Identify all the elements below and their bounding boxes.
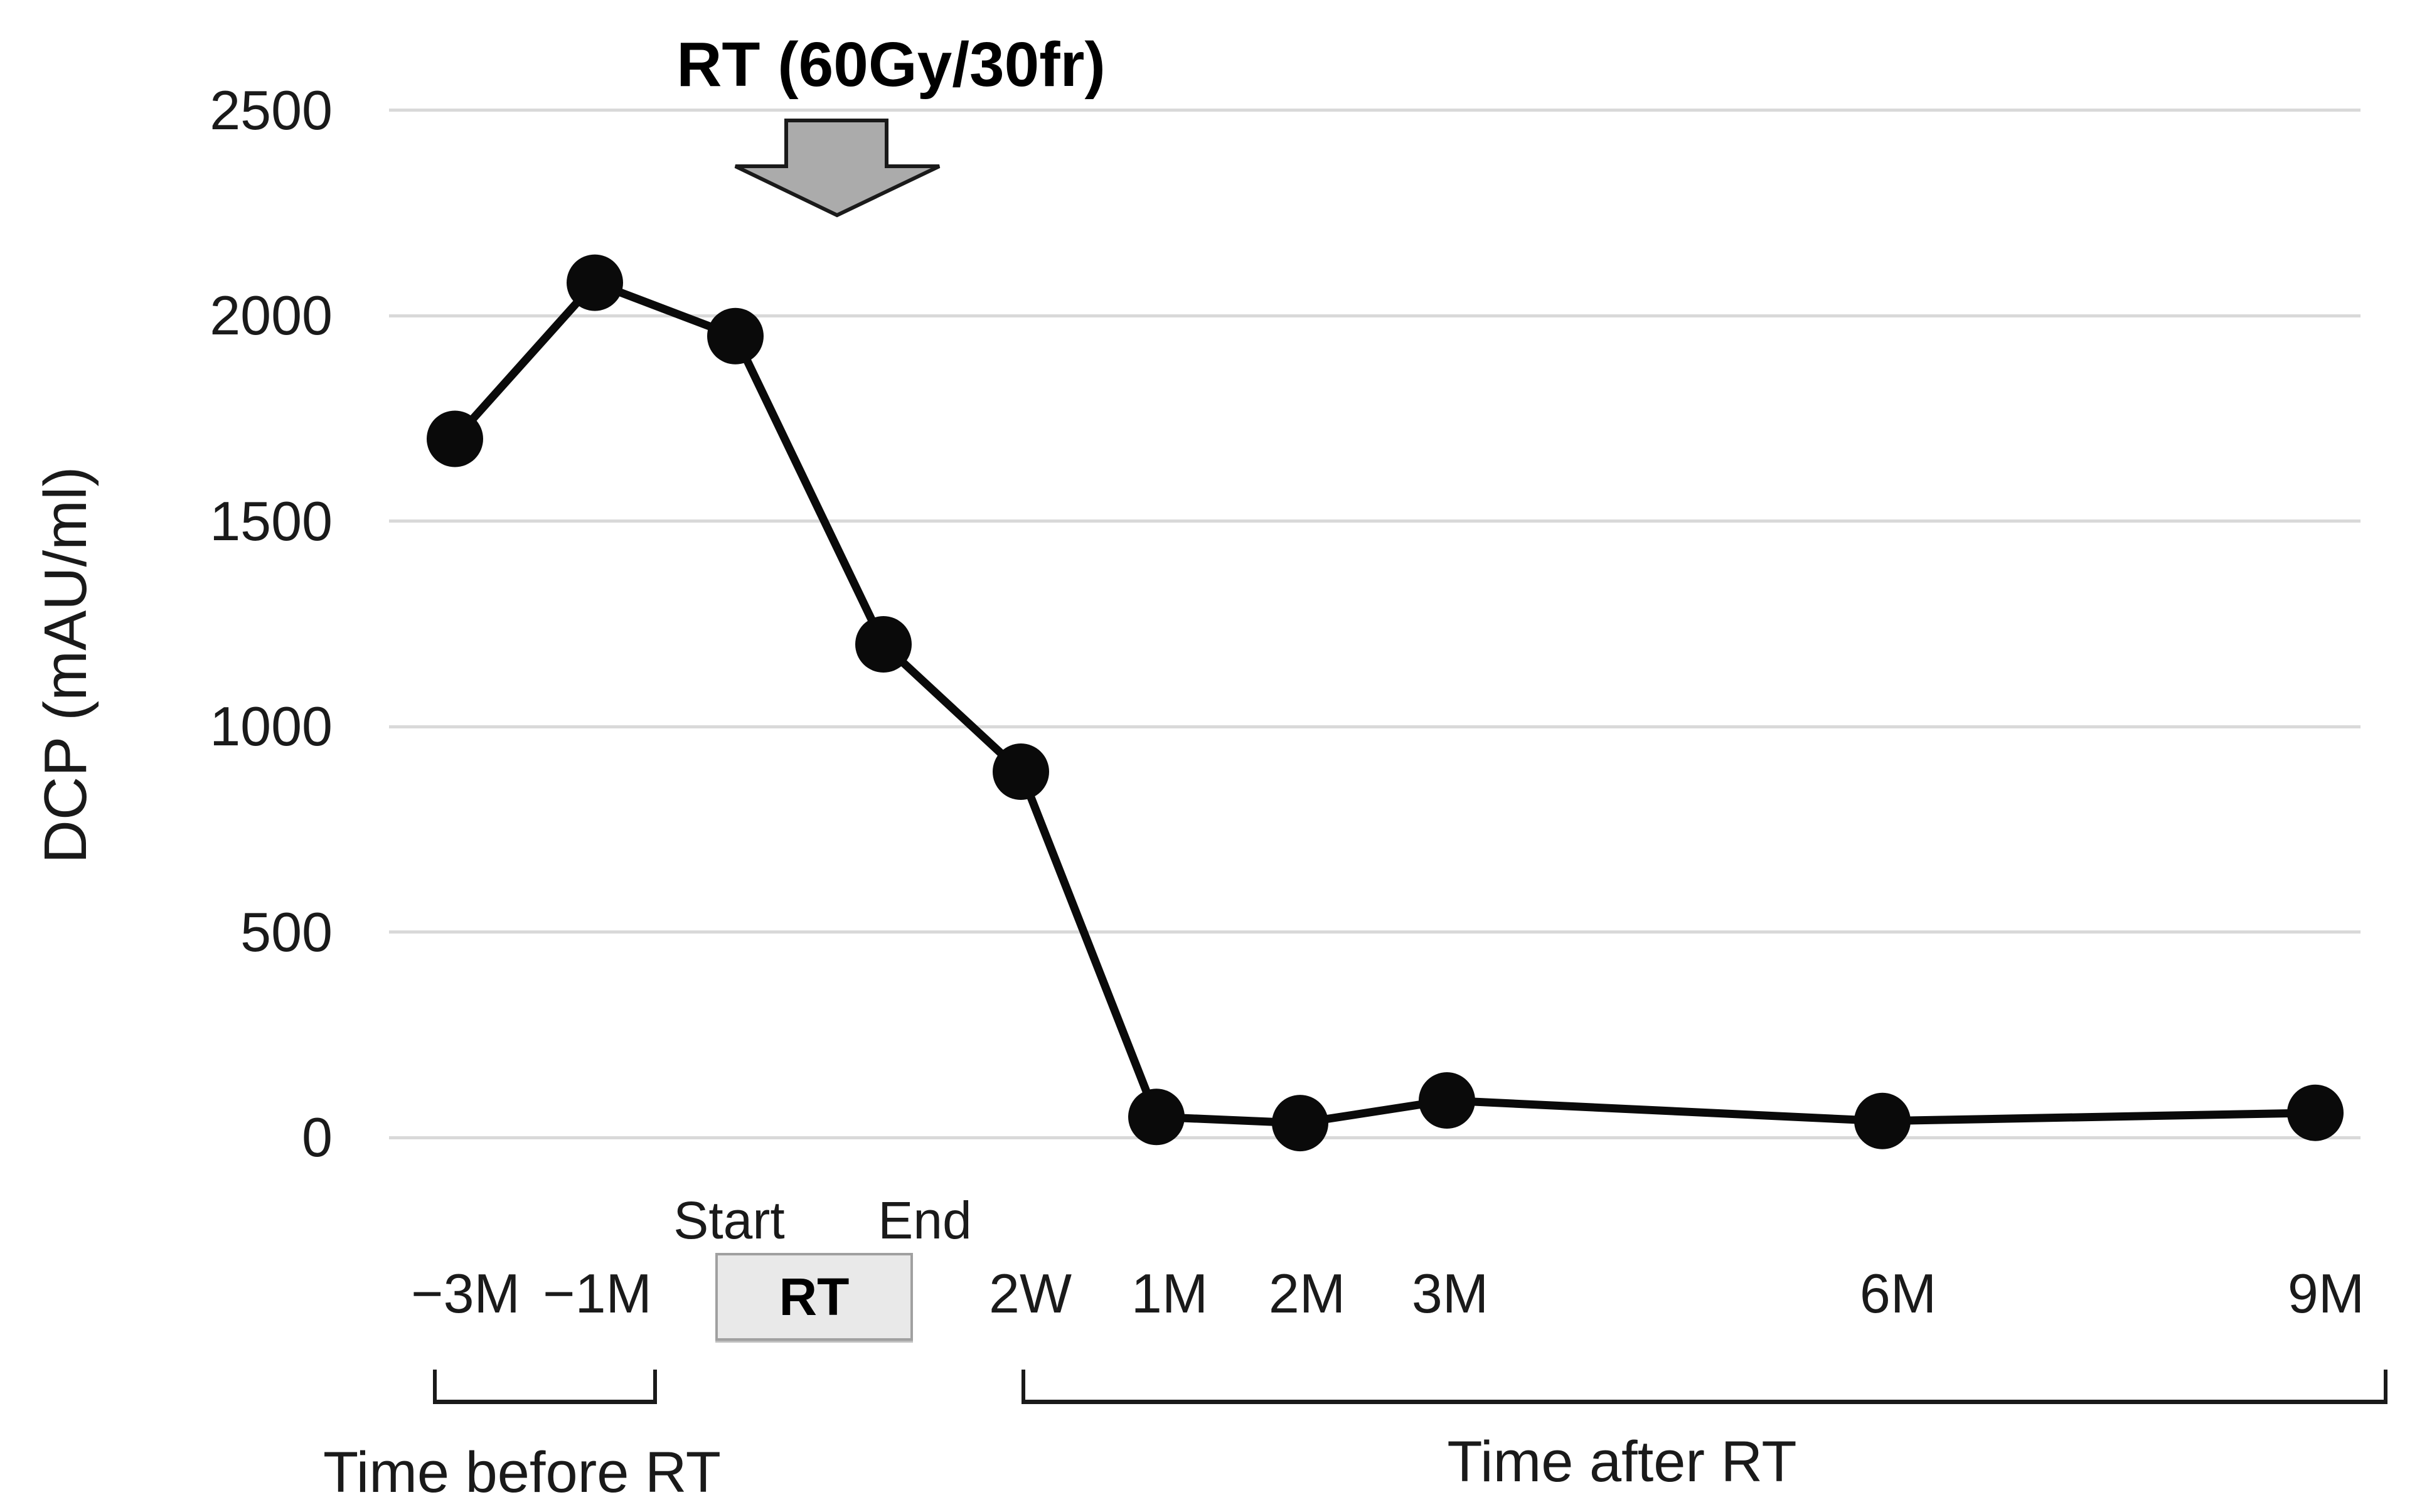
data-point-2W — [993, 743, 1049, 801]
data-point-6M — [1854, 1092, 1911, 1149]
x-tick-label-−1M: −1M — [543, 1262, 652, 1324]
time-after-label: Time after RT — [1447, 1430, 1797, 1494]
chart-title: RT (60Gy/30fr) — [676, 29, 1106, 100]
gridline-1500 — [389, 519, 2361, 523]
x-tick-label-1M: 1M — [1131, 1262, 1208, 1324]
data-point-9M — [2287, 1084, 2344, 1141]
y-tick-label-2500: 2500 — [210, 78, 333, 141]
rt-box-label: RT — [779, 1267, 850, 1326]
gridline-2000 — [389, 314, 2361, 317]
y-tick-label-1500: 1500 — [210, 489, 333, 552]
time-after-bracket — [1022, 1370, 2387, 1404]
x-tick-label-9M: 9M — [2287, 1262, 2365, 1324]
data-point-2M — [1272, 1095, 1328, 1152]
y-tick-label-2000: 2000 — [210, 284, 333, 346]
data-point-−3M — [427, 410, 483, 467]
gridline-0 — [389, 1136, 2361, 1139]
x-tick-label-2W: 2W — [989, 1262, 1072, 1324]
data-point-3M — [1419, 1072, 1475, 1129]
x-tick-label-2M: 2M — [1268, 1262, 1346, 1324]
gridline-500 — [389, 930, 2361, 934]
gridline-2500 — [389, 109, 2361, 112]
time-before-label: Time before RT — [323, 1440, 721, 1504]
y-tick-label-0: 0 — [302, 1106, 333, 1168]
data-point-−1M — [567, 254, 623, 311]
x-tick-label-6M: 6M — [1859, 1262, 1937, 1324]
data-point-RT start — [707, 307, 764, 365]
rt-start-label: Start — [673, 1191, 785, 1250]
x-tick-label-3M: 3M — [1411, 1262, 1489, 1324]
series-line — [452, 277, 2316, 1127]
time-before-bracket — [433, 1370, 657, 1404]
gridline-1000 — [389, 725, 2361, 728]
y-tick-label-500: 500 — [240, 900, 333, 963]
data-point-1M — [1128, 1089, 1185, 1146]
rt-end-label: End — [878, 1191, 972, 1250]
y-tick-label-1000: 1000 — [210, 695, 333, 757]
x-tick-label-−3M: −3M — [411, 1262, 520, 1324]
data-point-RT end — [855, 616, 912, 673]
rt-box: RT — [715, 1253, 913, 1341]
